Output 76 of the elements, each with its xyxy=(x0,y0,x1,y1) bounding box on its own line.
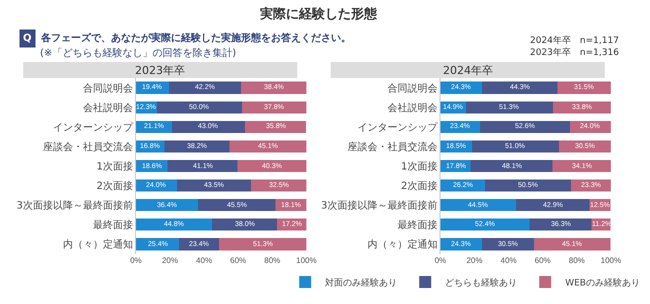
legend-label: WEBのみ経験あり xyxy=(565,278,640,289)
bar xyxy=(172,120,246,133)
bar xyxy=(516,199,590,212)
chart-title: 2024年卒 xyxy=(443,64,493,77)
bar xyxy=(168,160,238,172)
bar xyxy=(164,140,230,153)
text: 2023年卒 n=1,316 xyxy=(530,47,620,58)
text: 各フェーズで、あなたが実際に経験した実施形態をお答えください。 xyxy=(40,32,351,44)
y-tick-label: 3次面接以降～最終面接前 xyxy=(16,200,133,212)
legend-label: どちらも経験あり xyxy=(445,278,518,289)
y-tick-label: 合同説明会 xyxy=(82,82,133,94)
bar xyxy=(466,101,554,114)
y-tick-label: 最終面接 xyxy=(92,219,133,232)
bar xyxy=(480,120,570,133)
bar xyxy=(485,179,572,192)
y-tick-label: 内（々）定通知 xyxy=(62,238,133,251)
y-tick-label: 座談会・社員交流会 xyxy=(347,140,438,153)
bar xyxy=(240,82,306,94)
bar xyxy=(534,238,611,250)
bar xyxy=(242,101,306,114)
y-tick-label: 2次面接 xyxy=(400,180,438,192)
bar xyxy=(136,199,198,212)
text: (※「どちらも経験なし」の回答を除き集計) xyxy=(40,47,236,59)
bar xyxy=(136,218,212,231)
bar xyxy=(472,140,559,153)
y-tick-label: 会社説明会 xyxy=(82,102,133,114)
y-tick-label: 内（々）定通知 xyxy=(367,238,438,251)
x-tick-label: 100% xyxy=(296,256,317,265)
legend-label: 対面のみ経験あり xyxy=(325,278,398,289)
bar xyxy=(440,82,482,94)
bar xyxy=(557,82,611,94)
chart-title: 2023年卒 xyxy=(135,64,185,77)
text: 2024年卒 n=1,117 xyxy=(530,35,619,46)
bar xyxy=(440,218,530,231)
bar xyxy=(212,218,278,231)
x-tick-label: 60% xyxy=(534,256,551,265)
bar xyxy=(230,140,306,153)
y-tick-label: 1次面接 xyxy=(96,160,133,172)
x-tick-label: 60% xyxy=(230,256,246,265)
bar xyxy=(198,199,276,212)
y-tick-label: 1次面接 xyxy=(400,160,438,172)
x-tick-label: 40% xyxy=(196,256,212,265)
bar xyxy=(136,238,180,250)
x-tick-label: 0% xyxy=(434,256,446,265)
x-tick-label: 0% xyxy=(130,256,142,265)
x-tick-label: 80% xyxy=(568,256,585,265)
bar xyxy=(179,238,220,250)
x-tick-label: 20% xyxy=(162,256,178,265)
y-tick-label: インターンシップ xyxy=(52,121,134,134)
y-tick-label: 会社説明会 xyxy=(387,102,438,114)
x-tick-label: 80% xyxy=(264,256,280,265)
bar xyxy=(156,101,242,114)
text: Q xyxy=(23,33,32,44)
bar xyxy=(553,101,611,114)
bar xyxy=(176,179,251,192)
bar xyxy=(219,238,306,250)
bar xyxy=(168,82,241,94)
y-tick-label: 最終面接 xyxy=(397,219,438,232)
x-tick-label: 100% xyxy=(600,256,622,265)
bar xyxy=(482,82,558,94)
bar xyxy=(530,218,592,231)
text: 実際に経験した形態 xyxy=(259,6,378,22)
y-tick-label: 3次面接以降～最終面接前 xyxy=(320,200,438,212)
y-tick-label: 座談会・社員交流会 xyxy=(42,140,133,153)
y-tick-label: 2次面接 xyxy=(96,180,133,192)
bar xyxy=(245,120,306,133)
y-tick-label: インターンシップ xyxy=(357,121,438,134)
bar xyxy=(470,160,553,172)
bar xyxy=(482,238,534,250)
x-tick-label: 40% xyxy=(500,256,517,265)
y-tick-label: 合同説明会 xyxy=(387,82,438,94)
bar xyxy=(440,199,516,212)
x-tick-label: 20% xyxy=(466,256,482,265)
bar xyxy=(440,238,482,250)
bar xyxy=(552,160,611,172)
bar xyxy=(238,160,306,172)
